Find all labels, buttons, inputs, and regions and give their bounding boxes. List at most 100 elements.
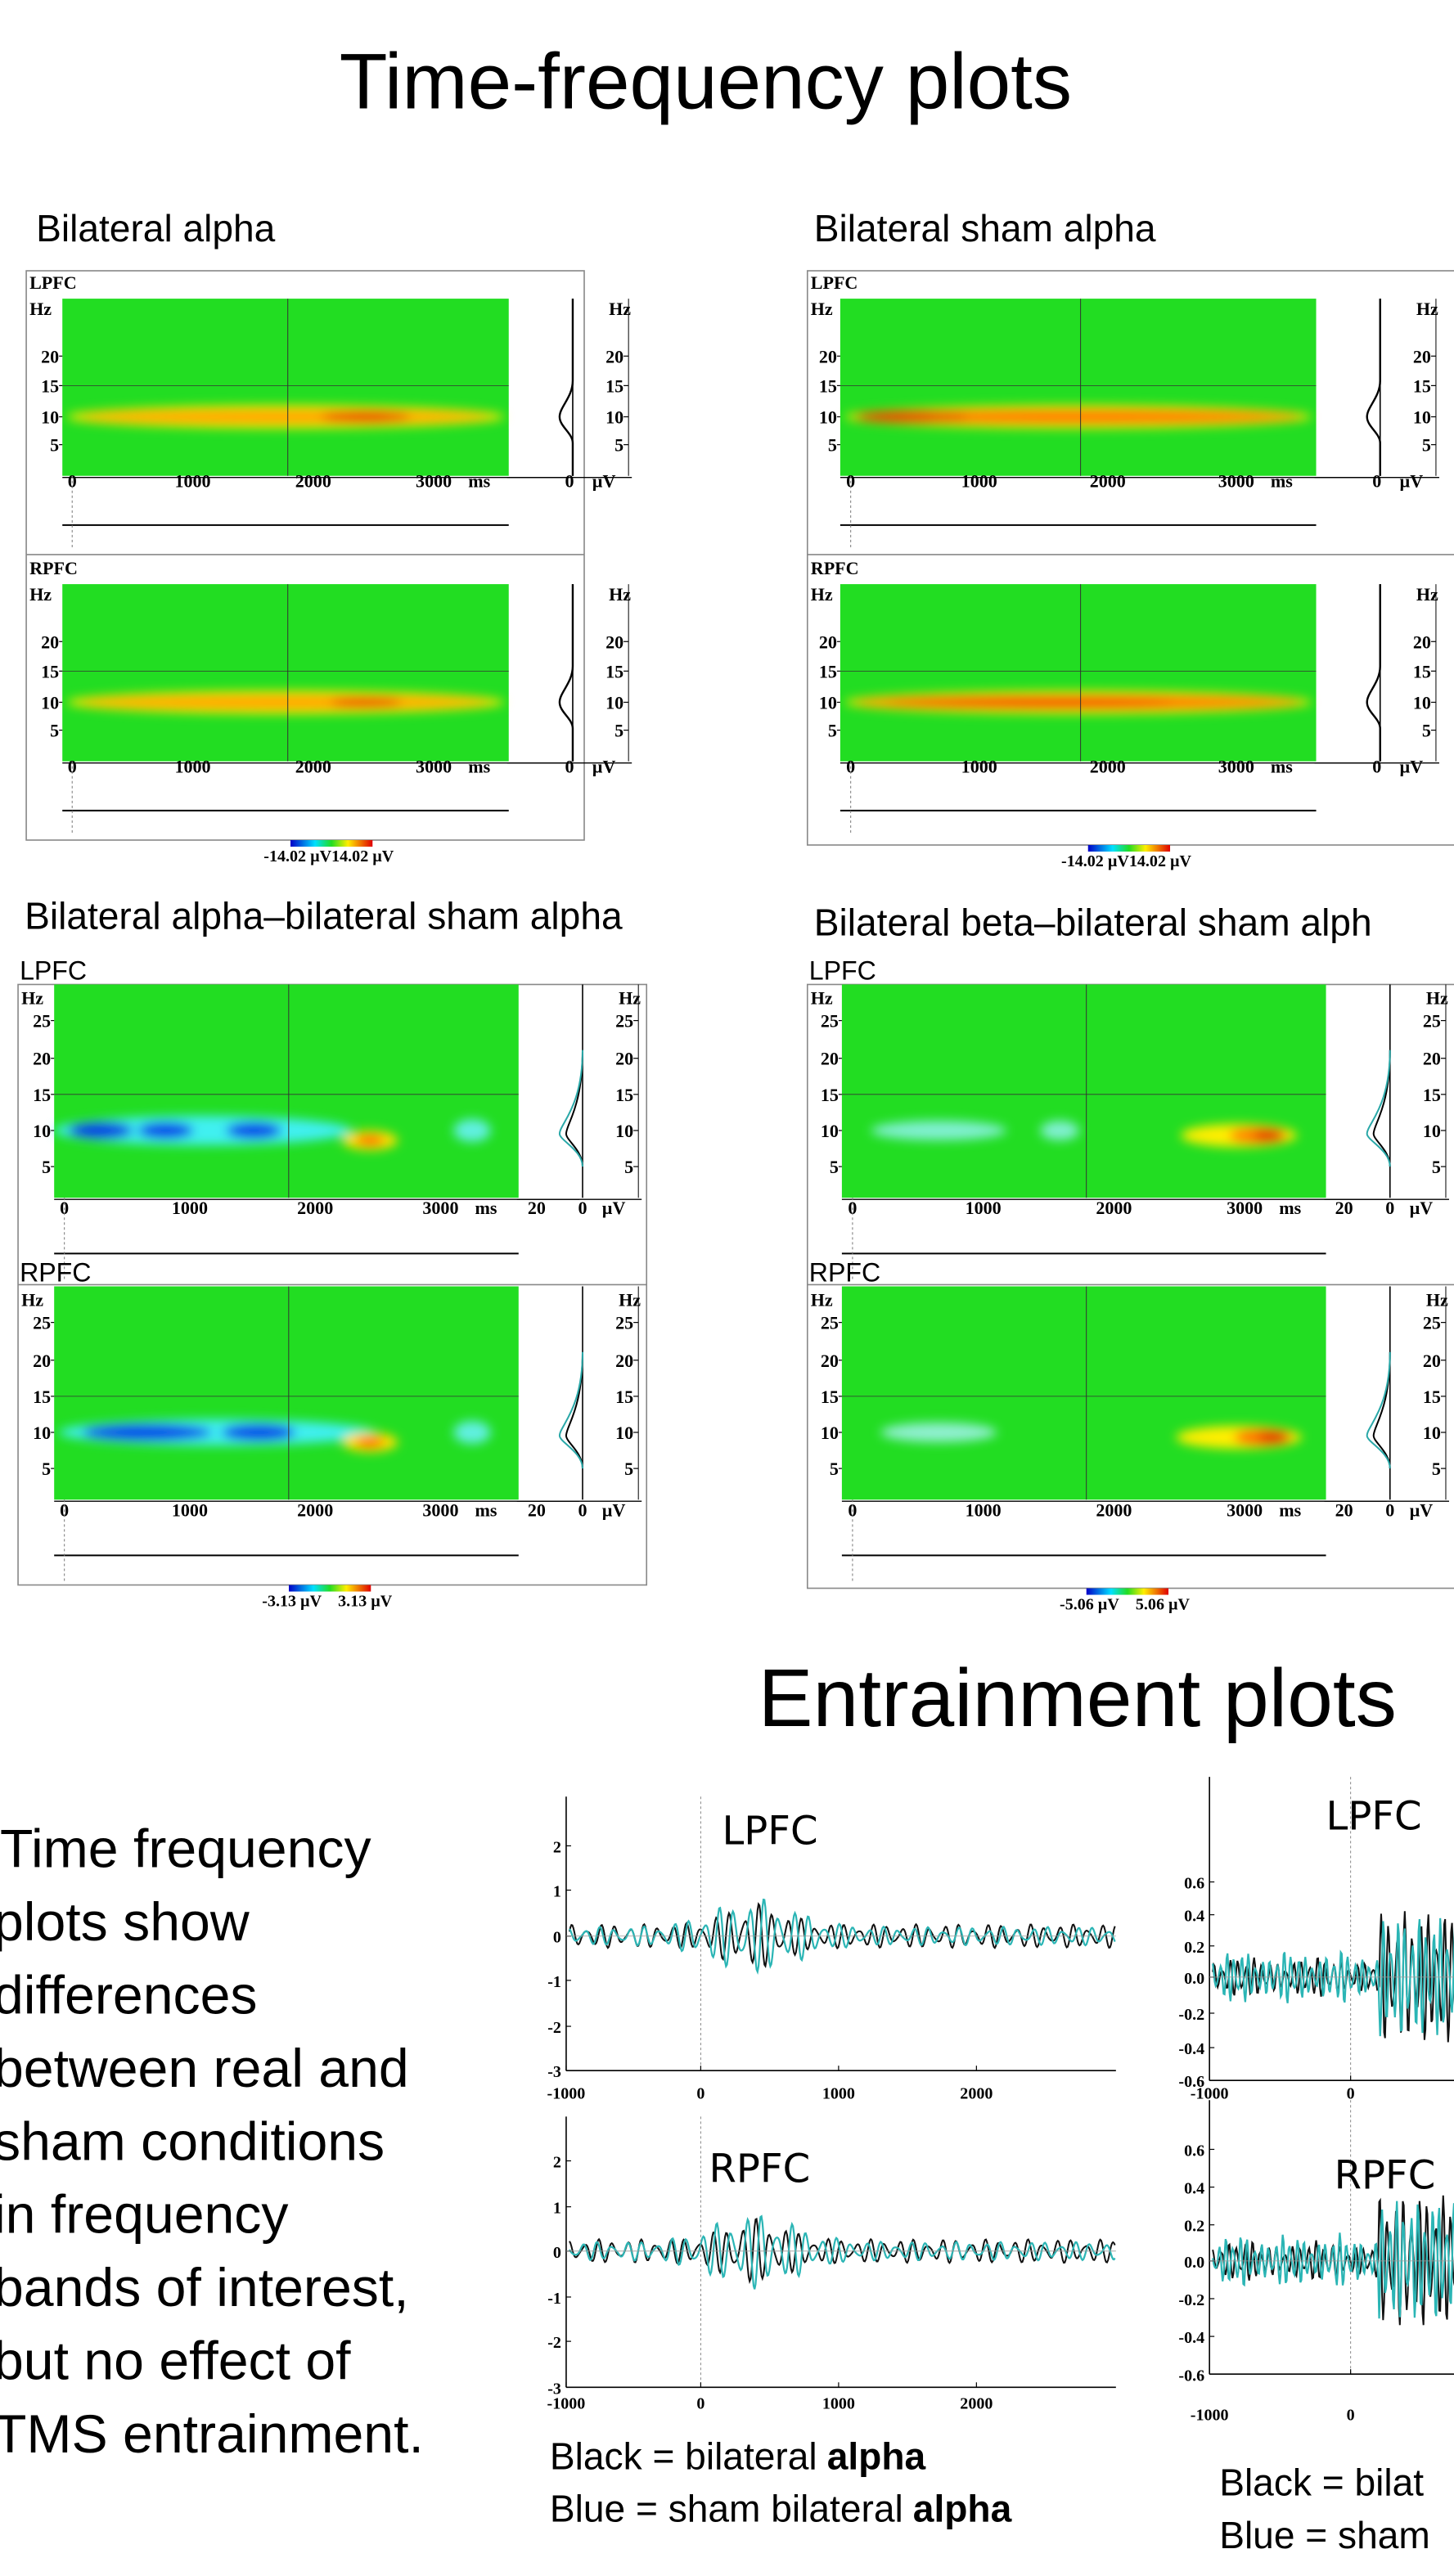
heatmap — [840, 584, 1317, 762]
freq-tick-label: 15 — [819, 375, 837, 396]
y-tick-label: -2 — [547, 2019, 561, 2037]
spectrum-curve — [565, 1351, 584, 1469]
x-tick-label: 1000 — [822, 2084, 855, 2102]
time-tick-label: 1000 — [172, 1499, 208, 1520]
heatmap — [840, 299, 1317, 476]
freq-unit: Hz — [29, 584, 52, 605]
panel-title: Bilateral alpha — [36, 207, 276, 250]
y-tick-label: 0 — [553, 1929, 561, 1947]
description-line: in frequency — [0, 2185, 288, 2246]
waveform-black — [568, 1902, 1116, 1969]
freq-tick-label: 20 — [1423, 1049, 1441, 1069]
spectrum-curve — [1366, 1050, 1391, 1167]
amp-unit: µV — [602, 1198, 626, 1218]
time-unit: ms — [475, 1198, 497, 1218]
scale-label: 14.02 µV — [1129, 852, 1192, 870]
freq-tick-label: 10 — [33, 1423, 51, 1443]
y-tick-label: 1 — [553, 1883, 561, 1901]
freq-tick-label: 5 — [830, 1459, 839, 1479]
freq-unit: Hz — [619, 1290, 641, 1310]
freq-tick-label: 5 — [614, 435, 623, 456]
scale-label: 5.06 µV — [1136, 1596, 1191, 1614]
y-tick-label: 0 — [553, 2244, 561, 2262]
legend-bold: alpha — [913, 2488, 1012, 2530]
scale-label: -14.02 µV — [263, 847, 331, 865]
freq-tick-label: 10 — [1423, 1121, 1441, 1141]
freq-tick-label: 25 — [615, 1313, 633, 1333]
x-tick-label: 1000 — [822, 2394, 855, 2412]
waveform-blue — [569, 1898, 1116, 1976]
scale-label: -14.02 µV — [1061, 852, 1129, 870]
y-tick-label: -0.6 — [1178, 2367, 1204, 2385]
waveform-blue — [1212, 1917, 1454, 2037]
freq-tick-label: 20 — [819, 346, 837, 366]
spectrum-curve — [1372, 1351, 1391, 1469]
y-tick-label: -0.4 — [1178, 2040, 1204, 2058]
time-tick-label: 2000 — [1090, 471, 1126, 492]
x-tick-label: 0 — [1347, 2084, 1355, 2102]
freq-tick-label: 25 — [33, 1313, 51, 1333]
freq-tick-label: 20 — [821, 1351, 839, 1371]
time-tick-label: 3000 — [1218, 757, 1254, 777]
color-scale — [1087, 844, 1171, 852]
freq-tick-label: 15 — [821, 1387, 839, 1407]
amp-tick-label: 20 — [1335, 1198, 1353, 1218]
time-tick-label: 2000 — [297, 1198, 333, 1218]
x-tick-label: -1000 — [547, 2394, 586, 2412]
y-tick-label: 0.0 — [1184, 2254, 1204, 2272]
spectrum-curve — [558, 299, 574, 476]
y-tick-label: 0.2 — [1184, 2218, 1204, 2236]
freq-unit: Hz — [811, 299, 833, 319]
amp-tick-label: 0 — [565, 471, 574, 492]
spectrum-curve — [558, 1050, 584, 1167]
time-unit: ms — [468, 757, 490, 777]
legend-bold: alpha — [827, 2435, 926, 2478]
freq-tick-label: 20 — [33, 1049, 51, 1069]
waveform-black — [569, 2217, 1116, 2285]
freq-tick-label: 10 — [819, 693, 837, 713]
heatmap-blob — [68, 1122, 133, 1139]
freq-unit: Hz — [811, 988, 833, 1009]
amp-tick-label: 20 — [1335, 1499, 1353, 1520]
freq-tick-label: 10 — [1413, 693, 1431, 713]
freq-tick-label: 10 — [821, 1423, 839, 1443]
heatmap-blob — [880, 1422, 997, 1443]
heatmap-blob — [453, 1420, 491, 1445]
freq-tick-label: 15 — [33, 1085, 51, 1105]
amp-tick-label: 0 — [578, 1198, 587, 1218]
time-tick-label: 3000 — [422, 1499, 458, 1520]
time-tick-label: 1000 — [961, 757, 997, 777]
entrainment-group — [568, 1898, 1454, 2326]
freq-unit: Hz — [29, 299, 52, 319]
legend-entry: Black = bilateral alpha — [550, 2435, 926, 2478]
heatmap-blobs — [844, 690, 1312, 714]
amp-tick-label: 20 — [528, 1499, 546, 1520]
heatmap-blobs — [871, 1120, 1298, 1148]
freq-tick-label: 15 — [1423, 1085, 1441, 1105]
freq-tick-label: 25 — [821, 1313, 839, 1333]
y-tick-label: 0.6 — [1184, 2142, 1204, 2160]
freq-tick-label: 5 — [828, 721, 837, 741]
y-tick-label: 2 — [553, 2154, 561, 2172]
heatmap-blob — [321, 411, 411, 423]
freq-tick-label: 25 — [821, 1011, 839, 1032]
freq-tick-label: 15 — [1423, 1387, 1441, 1407]
row-label: LPFC — [29, 272, 77, 293]
freq-tick-label: 20 — [819, 632, 837, 652]
time-tick-label: 3000 — [416, 471, 452, 492]
time-tick-label: 1000 — [961, 471, 997, 492]
amp-tick-label: 0 — [1372, 471, 1381, 492]
freq-tick-label: 5 — [50, 435, 59, 456]
row-label: RPFC — [811, 558, 859, 578]
legend-text: Black = bilat — [1219, 2461, 1424, 2504]
freq-unit: Hz — [1426, 988, 1448, 1009]
description-line: between real and — [0, 2039, 409, 2099]
heatmap — [62, 584, 509, 762]
freq-unit: Hz — [1416, 299, 1438, 319]
heatmap — [841, 984, 1326, 1198]
x-tick-label: 2000 — [960, 2394, 993, 2412]
heatmap-blob — [1253, 1130, 1283, 1140]
freq-unit: Hz — [811, 1290, 833, 1310]
time-tick-label: 2000 — [297, 1499, 333, 1520]
